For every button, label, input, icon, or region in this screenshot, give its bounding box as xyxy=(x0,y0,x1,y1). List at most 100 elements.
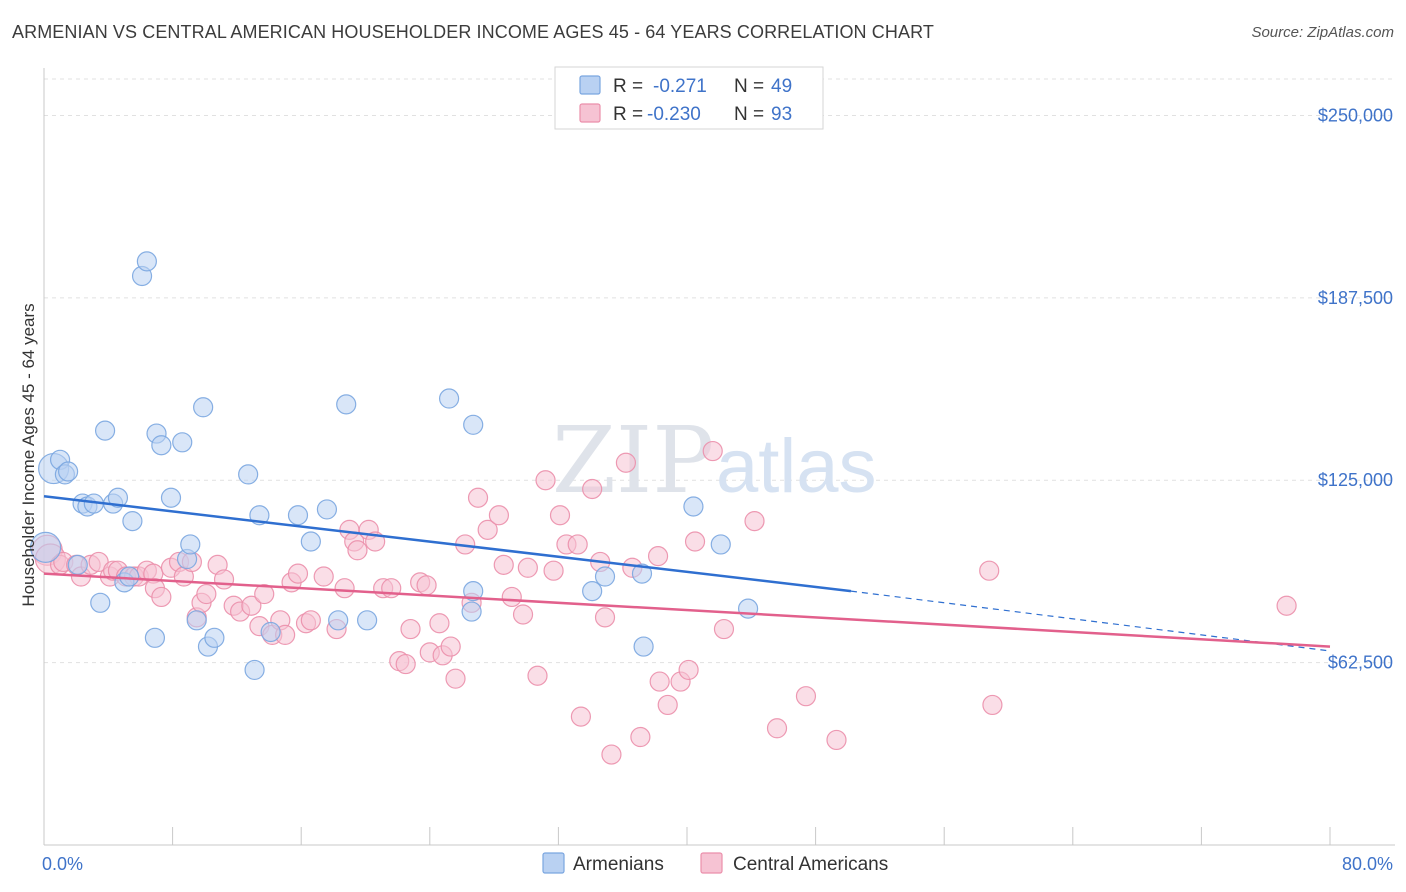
legend-swatch-central-americans xyxy=(579,103,601,123)
armenians-point-15 xyxy=(122,510,143,532)
armenians-point-29 xyxy=(238,464,259,485)
central-americans-point-50 xyxy=(395,653,416,675)
legend-r-label-armenians: R = xyxy=(613,76,643,97)
central-americans-trend-line xyxy=(43,572,1331,648)
legend-r-label-central-americans: R = xyxy=(613,104,643,125)
source-credit: Source: ZipAtlas.com xyxy=(1251,24,1394,41)
central-americans-point-75 xyxy=(582,478,603,500)
central-americans-point-90 xyxy=(744,510,765,532)
x-tick-label-end: 80.0% xyxy=(1342,854,1393,874)
central-americans-point-81 xyxy=(630,726,651,748)
armenians-point-33 xyxy=(287,505,309,526)
central-americans-point-91 xyxy=(766,718,788,739)
y-tick-label-1: $125,000 xyxy=(1318,470,1393,490)
armenians-point-4 xyxy=(58,461,79,482)
y-axis-title: Householder Income Ages 45 - 64 years xyxy=(19,303,38,606)
series-legend: Armenians Central Americans xyxy=(542,852,888,875)
legend-n-value-central-americans: 93 xyxy=(771,104,792,125)
central-americans-point-64 xyxy=(493,554,514,575)
central-americans-point-36 xyxy=(287,563,309,584)
armenians-point-35 xyxy=(316,499,338,520)
armenians-point-22 xyxy=(172,432,193,453)
armenians-point-49 xyxy=(737,598,759,619)
central-americans-point-82 xyxy=(647,546,669,567)
series-label-central-americans: Central Americans xyxy=(733,854,888,875)
armenians-point-43 xyxy=(582,581,603,602)
central-americans-point-41 xyxy=(334,578,355,599)
watermark-atlas: atlas xyxy=(716,424,877,509)
central-americans-point-95 xyxy=(982,694,1003,716)
armenians-point-0 xyxy=(30,531,62,563)
armenians-point-34 xyxy=(300,531,321,552)
armenians-point-24 xyxy=(180,534,201,555)
series-label-armenians: Armenians xyxy=(573,854,664,875)
armenians-point-12 xyxy=(107,487,129,508)
armenians-point-44 xyxy=(594,566,616,587)
series-swatch-central-americans xyxy=(700,852,723,874)
central-americans-point-26 xyxy=(213,569,235,590)
armenians-point-14 xyxy=(119,566,140,587)
armenians-points xyxy=(30,251,759,681)
armenians-point-45 xyxy=(631,563,653,584)
zipatlas-watermark: ZIP atlas xyxy=(552,407,877,514)
central-americans-point-58 xyxy=(445,668,466,689)
x-tick-labels: 0.0% 80.0% xyxy=(42,854,1393,874)
y-tick-label-0: $62,500 xyxy=(1328,653,1393,673)
central-americans-point-73 xyxy=(567,534,588,555)
correlation-legend: R = -0.271 N = 49 R = -0.230 N = 93 xyxy=(554,66,824,130)
armenians-point-39 xyxy=(438,388,460,409)
central-americans-point-78 xyxy=(601,744,622,765)
armenians-point-32 xyxy=(260,621,281,643)
armenians-point-41 xyxy=(463,581,484,602)
central-americans-point-17 xyxy=(151,586,172,608)
armenians-point-42 xyxy=(463,414,484,435)
central-americans-point-83 xyxy=(649,671,670,692)
armenians-point-9 xyxy=(90,592,111,613)
central-americans-point-89 xyxy=(713,618,735,640)
central-americans-point-71 xyxy=(549,505,571,526)
armenians-point-20 xyxy=(151,435,172,456)
central-americans-point-61 xyxy=(467,487,489,508)
central-americans-point-74 xyxy=(570,706,592,727)
central-americans-point-39 xyxy=(313,566,334,587)
central-americans-point-57 xyxy=(440,636,461,657)
central-americans-point-51 xyxy=(400,618,421,640)
central-americans-point-68 xyxy=(527,665,548,686)
trend-lines xyxy=(43,495,1331,652)
central-americans-point-96 xyxy=(1276,595,1297,616)
armenians-point-5 xyxy=(67,554,88,575)
armenians-trend-line xyxy=(43,495,852,593)
central-americans-point-94 xyxy=(979,560,1000,581)
central-americans-point-67 xyxy=(517,557,538,578)
central-americans-point-53 xyxy=(416,575,437,596)
legend-swatch-armenians xyxy=(579,75,601,95)
armenians-point-36 xyxy=(328,610,349,631)
armenians-point-28 xyxy=(204,627,225,648)
y-tick-labels: $62,500 $125,000 $187,500 $250,000 xyxy=(1318,105,1393,672)
armenians-point-38 xyxy=(357,610,378,631)
armenians-point-18 xyxy=(144,627,166,648)
legend-r-value-armenians: -0.271 xyxy=(653,76,707,97)
central-americans-point-55 xyxy=(429,613,450,634)
x-tick-label-start: 0.0% xyxy=(42,854,83,874)
central-americans-point-63 xyxy=(488,505,510,526)
central-americans-point-70 xyxy=(543,560,564,581)
chart-title: ARMENIAN VS CENTRAL AMERICAN HOUSEHOLDER… xyxy=(12,22,934,42)
armenians-point-48 xyxy=(710,534,731,555)
central-americans-point-44 xyxy=(347,540,368,561)
central-americans-point-88 xyxy=(702,440,723,462)
armenians-point-17 xyxy=(136,251,157,272)
legend-n-label-armenians: N = xyxy=(734,76,764,97)
armenians-point-25 xyxy=(186,610,207,631)
central-americans-point-69 xyxy=(535,470,556,491)
armenians-point-47 xyxy=(683,496,704,517)
central-americans-point-92 xyxy=(795,686,817,707)
central-americans-point-93 xyxy=(826,729,847,751)
armenians-trend-extension xyxy=(850,590,1331,652)
armenians-point-37 xyxy=(336,394,357,415)
central-americans-point-65 xyxy=(501,586,522,608)
central-americans-point-38 xyxy=(300,610,321,631)
central-americans-point-31 xyxy=(254,583,275,605)
legend-r-value-central-americans: -0.230 xyxy=(647,104,701,125)
